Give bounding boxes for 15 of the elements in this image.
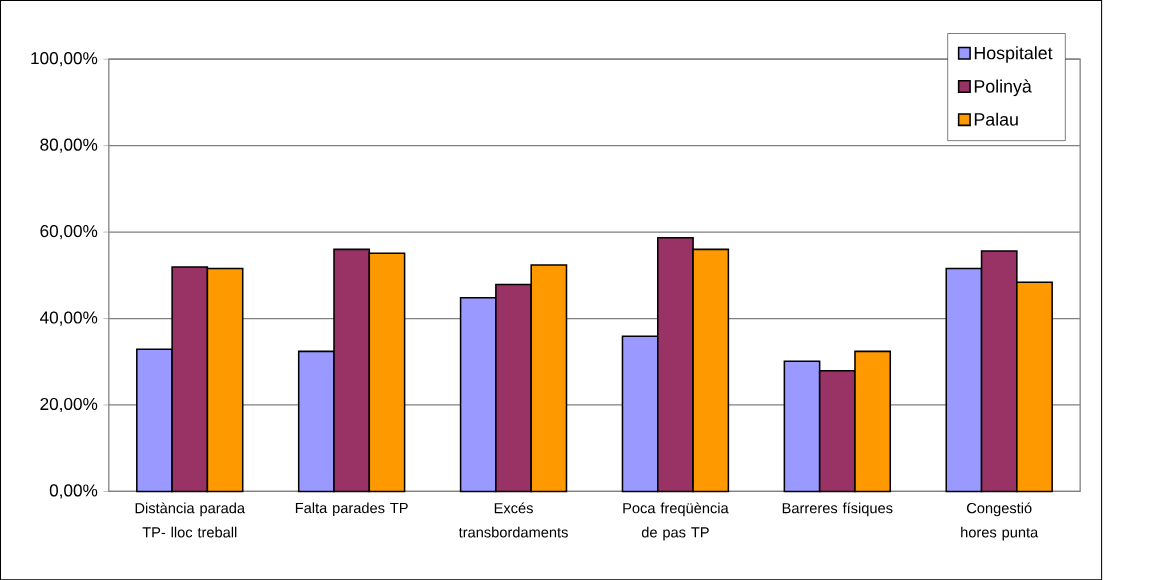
y-tick-label: 40,00% <box>39 311 98 326</box>
y-tick-label: 100,00% <box>31 52 98 67</box>
legend-label: Polinyà <box>974 79 1032 97</box>
y-tick-label: 0,00% <box>49 484 98 499</box>
legend-label: Hospitalet <box>974 46 1053 63</box>
legend-label: Palau <box>974 112 1018 126</box>
x-tick-label: Falta parades TP <box>295 502 408 516</box>
y-tick-label: 80,00% <box>40 138 98 153</box>
x-tick-label: Excés transbordaments <box>458 502 568 538</box>
y-tick-label: 20,00% <box>40 397 98 412</box>
x-tick-label: Congestió hores punta <box>961 502 1039 541</box>
x-tick-label: Barreres físiques <box>782 502 893 517</box>
x-tick-label: Poca freqüència de pas TP <box>623 502 729 541</box>
x-tick-label: Distància parada TP- lloc treball <box>135 502 246 538</box>
y-tick-label: 60,00% <box>40 224 98 240</box>
